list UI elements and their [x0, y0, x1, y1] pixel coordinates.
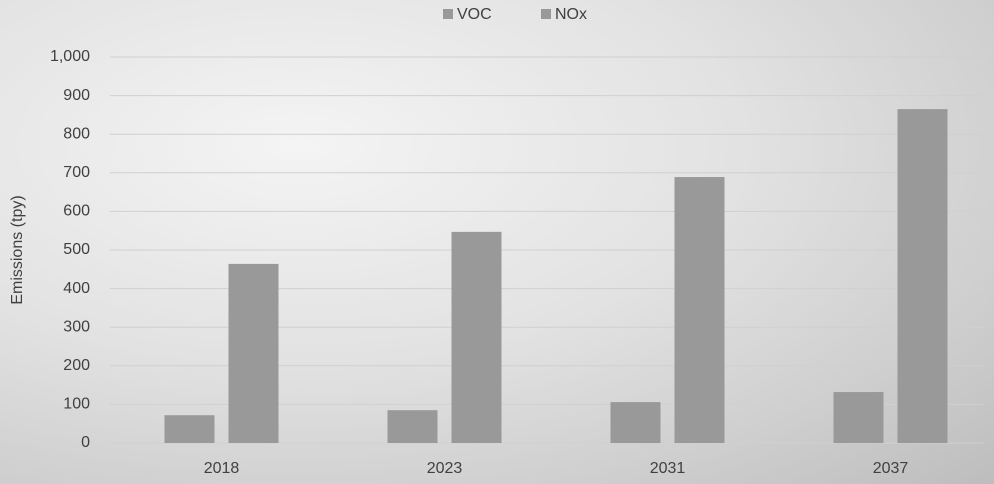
bar — [451, 231, 502, 443]
y-tick-label: 700 — [63, 164, 90, 181]
y-tick-label: 200 — [63, 357, 90, 374]
bar — [228, 263, 279, 443]
y-tick-label: 1,000 — [50, 48, 90, 65]
bar — [387, 410, 438, 443]
y-tick-label: 800 — [63, 125, 90, 142]
legend-swatch — [443, 9, 453, 19]
legend-label: VOC — [457, 6, 492, 23]
y-tick-label: 500 — [63, 241, 90, 258]
y-tick-label: 600 — [63, 203, 90, 220]
y-axis-label: Emissions (tpy) — [9, 195, 26, 304]
bar — [897, 109, 948, 444]
y-tick-label: 0 — [81, 434, 90, 451]
bar — [610, 402, 661, 443]
bar — [674, 177, 725, 443]
legend-swatch — [541, 9, 551, 19]
y-tick-label: 400 — [63, 280, 90, 297]
legend-label: NOx — [555, 6, 587, 23]
x-tick-label: 2018 — [204, 460, 240, 477]
y-tick-label: 300 — [63, 318, 90, 335]
x-tick-label: 2037 — [873, 460, 909, 477]
x-tick-label: 2031 — [650, 460, 686, 477]
y-tick-label: 100 — [63, 396, 90, 413]
x-tick-label: 2023 — [427, 460, 463, 477]
bar — [164, 415, 215, 443]
y-tick-label: 900 — [63, 87, 90, 104]
bar — [833, 392, 884, 443]
